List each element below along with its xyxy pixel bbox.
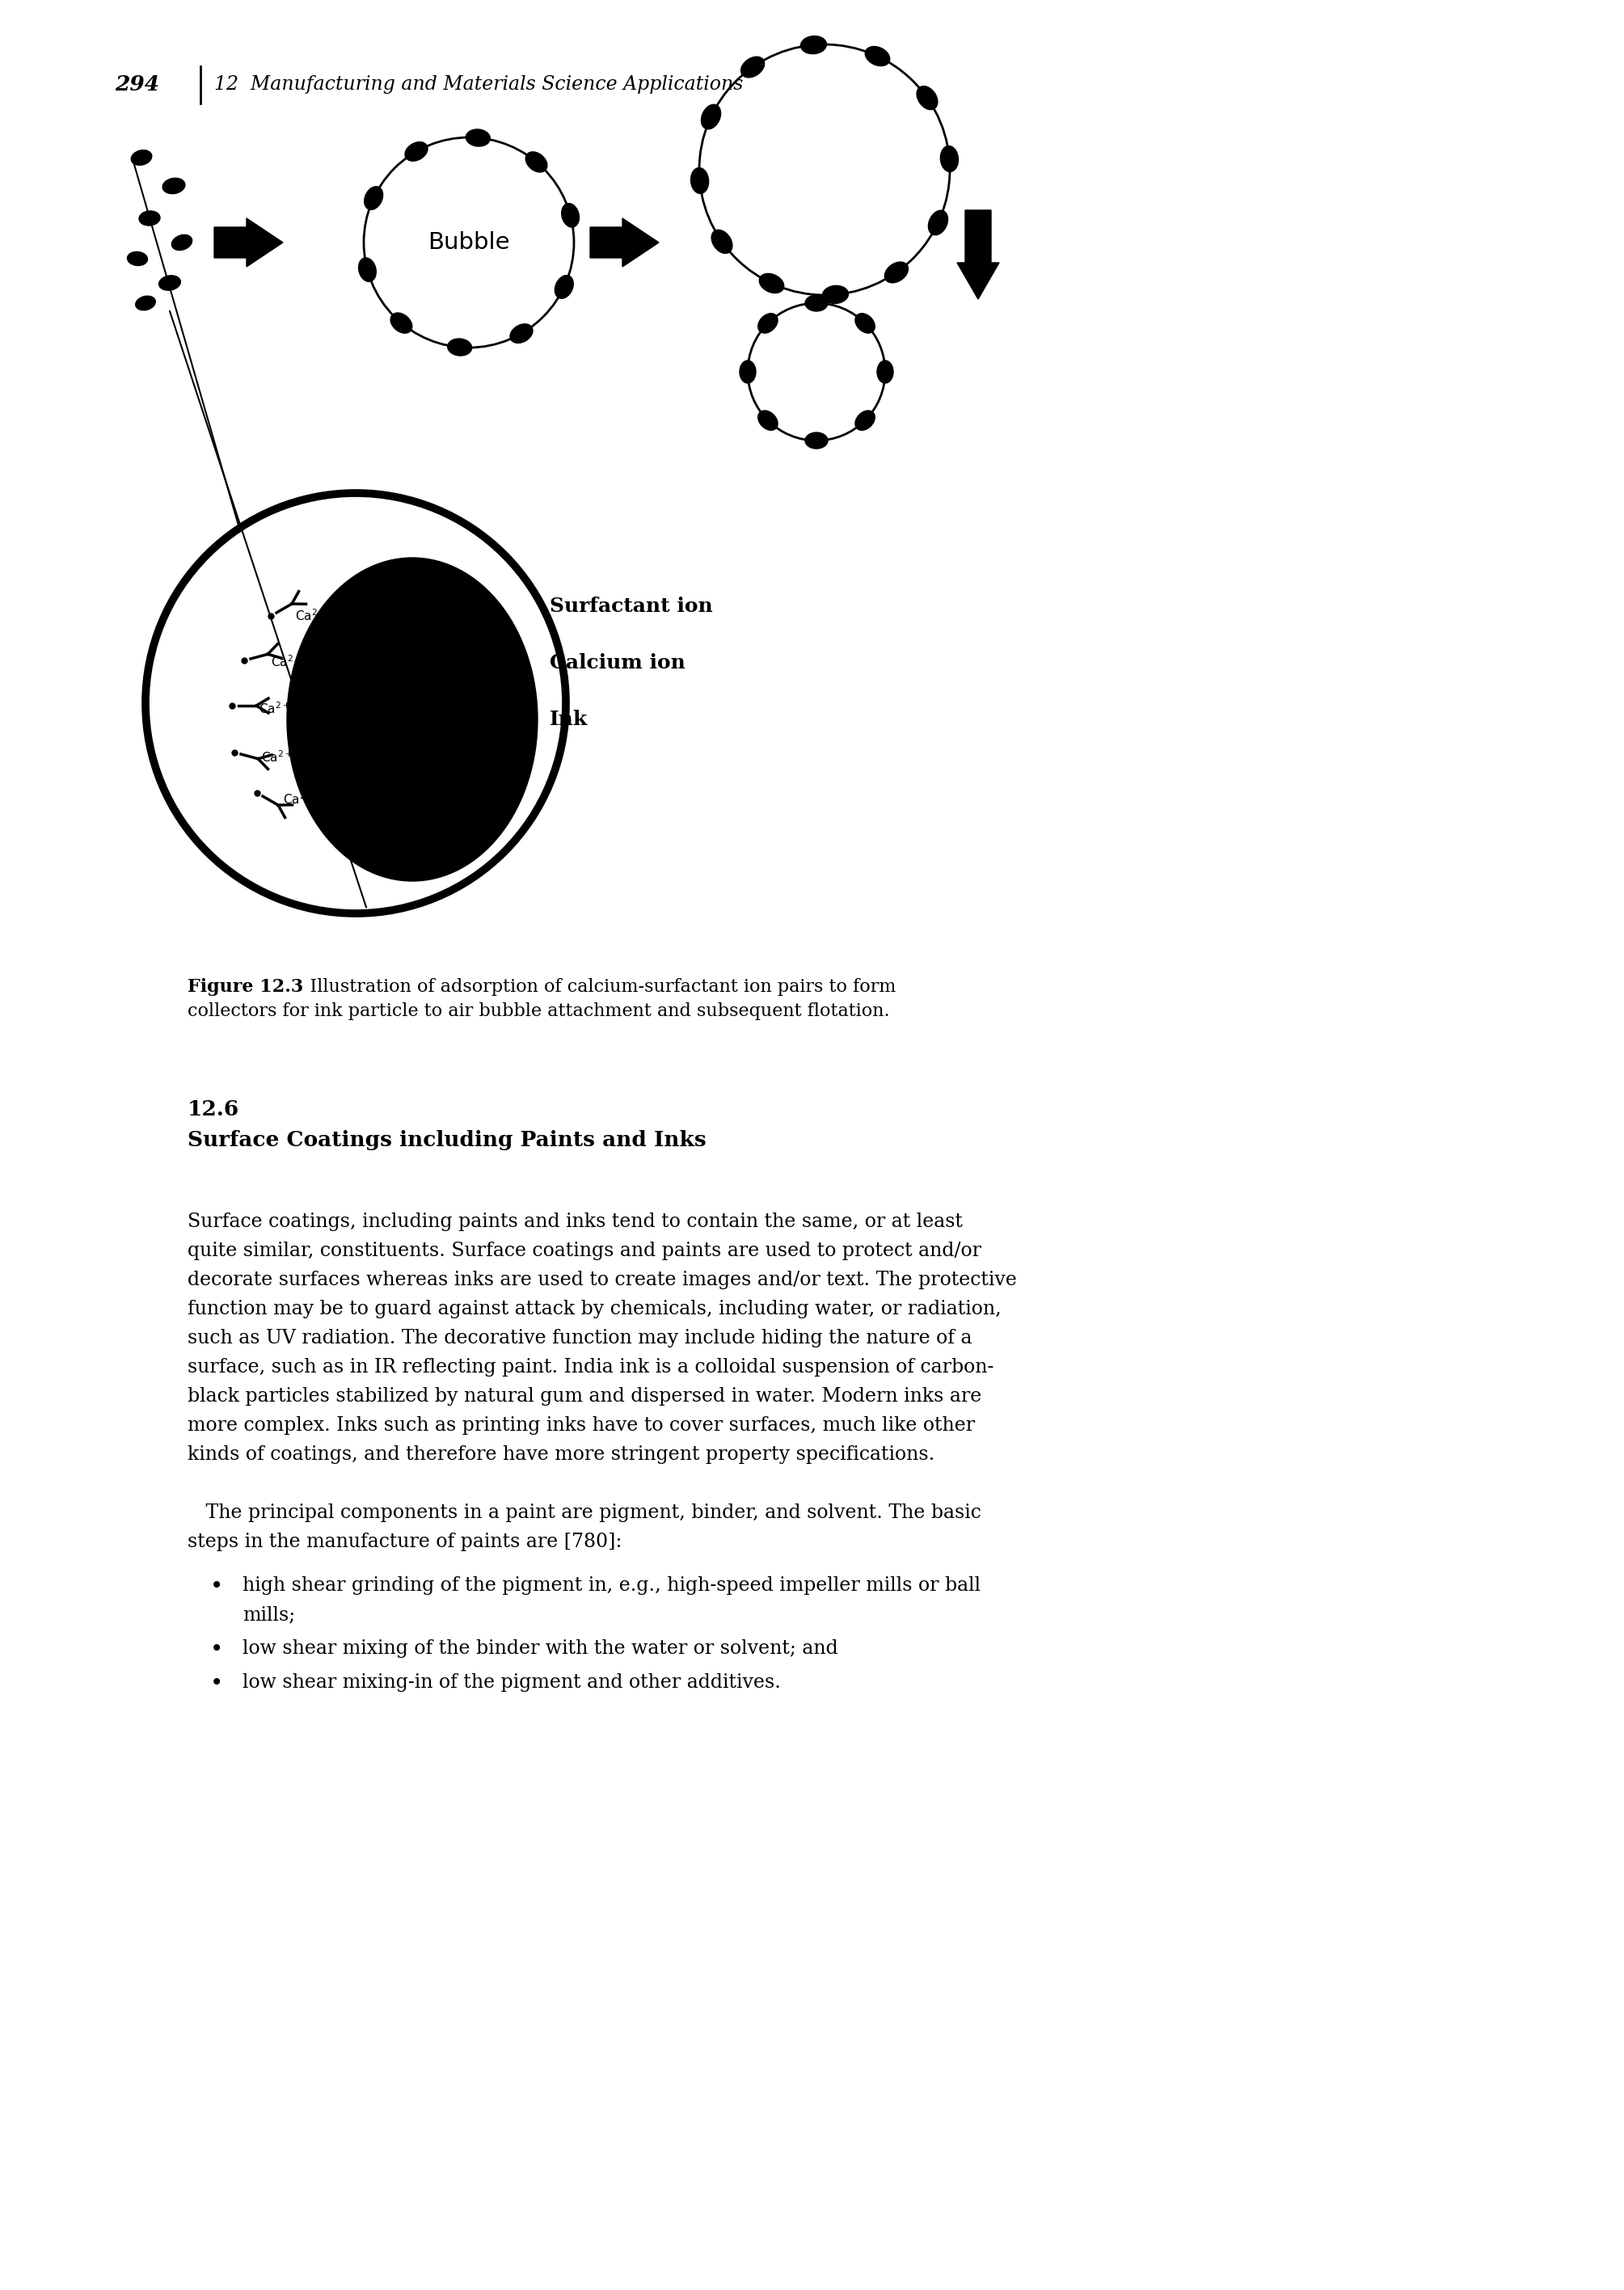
Text: $\mathregular{Ca^{2+}}$: $\mathregular{Ca^{2+}}$ bbox=[261, 749, 292, 765]
Ellipse shape bbox=[940, 147, 958, 172]
Ellipse shape bbox=[526, 151, 547, 172]
Ellipse shape bbox=[877, 360, 893, 382]
Text: low shear mixing of the binder with the water or solvent; and: low shear mixing of the binder with the … bbox=[242, 1640, 838, 1658]
Ellipse shape bbox=[132, 151, 151, 165]
Text: low shear mixing-in of the pigment and other additives.: low shear mixing-in of the pigment and o… bbox=[242, 1674, 781, 1692]
Text: more complex. Inks such as printing inks have to cover surfaces, much like other: more complex. Inks such as printing inks… bbox=[187, 1415, 974, 1436]
Ellipse shape bbox=[822, 286, 848, 305]
Text: •: • bbox=[209, 1576, 224, 1598]
Text: $\mathregular{Ca^{2+}}$: $\mathregular{Ca^{2+}}$ bbox=[283, 792, 315, 806]
Ellipse shape bbox=[702, 105, 721, 128]
Text: $\mathregular{Ca^{2+}}$: $\mathregular{Ca^{2+}}$ bbox=[271, 655, 302, 669]
Text: such as UV radiation. The decorative function may include hiding the nature of a: such as UV radiation. The decorative fun… bbox=[187, 1328, 973, 1347]
Ellipse shape bbox=[758, 314, 778, 332]
Ellipse shape bbox=[801, 37, 827, 55]
Text: 294: 294 bbox=[115, 76, 159, 94]
Text: •: • bbox=[209, 1674, 224, 1695]
Text: 12  Manufacturing and Materials Science Applications: 12 Manufacturing and Materials Science A… bbox=[214, 76, 744, 94]
FancyArrow shape bbox=[590, 218, 659, 266]
FancyArrow shape bbox=[957, 211, 999, 300]
FancyArrow shape bbox=[214, 218, 283, 266]
Ellipse shape bbox=[760, 273, 784, 293]
Text: collectors for ink particle to air bubble attachment and subsequent flotation.: collectors for ink particle to air bubbl… bbox=[187, 1003, 890, 1019]
Ellipse shape bbox=[711, 229, 732, 254]
Ellipse shape bbox=[404, 142, 427, 160]
Text: Calcium ion: Calcium ion bbox=[549, 653, 685, 673]
Text: high shear grinding of the pigment in, e.g., high-speed impeller mills or ball: high shear grinding of the pigment in, e… bbox=[242, 1576, 981, 1594]
Text: black particles stabilized by natural gum and dispersed in water. Modern inks ar: black particles stabilized by natural gu… bbox=[187, 1388, 981, 1406]
Text: mills;: mills; bbox=[242, 1605, 296, 1624]
Ellipse shape bbox=[929, 211, 948, 236]
Text: function may be to guard against attack by chemicals, including water, or radiat: function may be to guard against attack … bbox=[187, 1301, 1002, 1319]
Text: Illustration of adsorption of calcium-surfactant ion pairs to form: Illustration of adsorption of calcium-su… bbox=[292, 978, 896, 996]
Ellipse shape bbox=[162, 179, 185, 195]
Text: quite similar, constituents. Surface coatings and paints are used to protect and: quite similar, constituents. Surface coa… bbox=[187, 1241, 981, 1260]
Ellipse shape bbox=[758, 410, 778, 431]
Text: $\mathregular{Ca^{2+}}$: $\mathregular{Ca^{2+}}$ bbox=[296, 609, 326, 623]
Ellipse shape bbox=[856, 410, 875, 431]
Text: Figure 12.3: Figure 12.3 bbox=[187, 978, 304, 996]
Ellipse shape bbox=[555, 275, 573, 298]
Ellipse shape bbox=[690, 167, 708, 195]
Ellipse shape bbox=[448, 339, 473, 355]
Ellipse shape bbox=[856, 314, 875, 332]
Text: The principal components in a paint are pigment, binder, and solvent. The basic: The principal components in a paint are … bbox=[187, 1505, 981, 1523]
Text: Surface Coatings including Paints and Inks: Surface Coatings including Paints and In… bbox=[187, 1129, 706, 1150]
Ellipse shape bbox=[159, 275, 180, 291]
Ellipse shape bbox=[562, 204, 580, 227]
Ellipse shape bbox=[806, 295, 828, 311]
Text: steps in the manufacture of paints are [780]:: steps in the manufacture of paints are [… bbox=[187, 1532, 622, 1550]
Text: surface, such as in IR reflecting paint. India ink is a colloidal suspension of : surface, such as in IR reflecting paint.… bbox=[187, 1358, 994, 1376]
Ellipse shape bbox=[510, 323, 533, 344]
Ellipse shape bbox=[364, 185, 383, 211]
Text: Ink: Ink bbox=[549, 710, 588, 728]
Ellipse shape bbox=[806, 433, 828, 449]
Ellipse shape bbox=[127, 252, 148, 266]
Ellipse shape bbox=[885, 261, 908, 282]
Ellipse shape bbox=[135, 295, 156, 309]
Text: $\mathregular{Ca^{2+}}$: $\mathregular{Ca^{2+}}$ bbox=[258, 701, 291, 717]
Ellipse shape bbox=[741, 57, 765, 78]
Ellipse shape bbox=[739, 360, 755, 382]
Text: Bubble: Bubble bbox=[427, 231, 510, 254]
Ellipse shape bbox=[140, 211, 161, 224]
Text: •: • bbox=[209, 1640, 224, 1660]
Ellipse shape bbox=[390, 314, 412, 332]
Text: decorate surfaces whereas inks are used to create images and/or text. The protec: decorate surfaces whereas inks are used … bbox=[187, 1271, 1017, 1289]
Ellipse shape bbox=[918, 87, 937, 110]
Ellipse shape bbox=[466, 128, 490, 147]
Ellipse shape bbox=[359, 259, 377, 282]
Ellipse shape bbox=[866, 46, 890, 66]
Text: kinds of coatings, and therefore have more stringent property specifications.: kinds of coatings, and therefore have mo… bbox=[187, 1445, 935, 1463]
Text: Surfactant ion: Surfactant ion bbox=[549, 598, 713, 616]
Ellipse shape bbox=[287, 559, 538, 882]
Text: 12.6: 12.6 bbox=[187, 1099, 239, 1120]
Ellipse shape bbox=[172, 236, 192, 250]
Text: Surface coatings, including paints and inks tend to contain the same, or at leas: Surface coatings, including paints and i… bbox=[187, 1211, 963, 1232]
